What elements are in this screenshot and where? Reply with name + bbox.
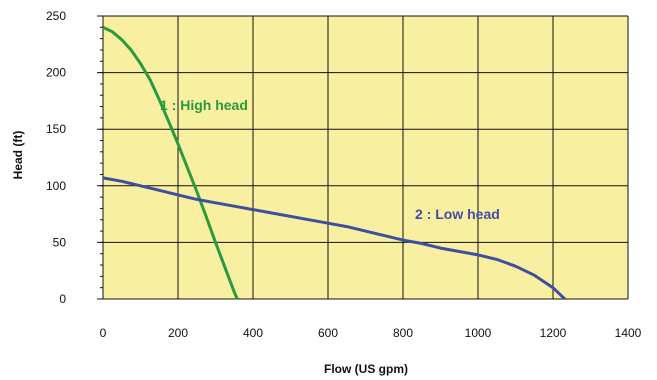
y-tick-label: 250: [46, 9, 66, 23]
series-line-1: [102, 25, 239, 300]
series-line-2: [102, 176, 566, 301]
x-tick-labels: 0 200 400 600 800 1000 1200 1400: [100, 326, 642, 340]
y-minor-ticks: [100, 15, 103, 300]
y-axis-title: Head (ft): [11, 131, 25, 180]
x-axis-title: Flow (US gpm): [324, 362, 408, 376]
series-label-high-head: 1 : High head: [160, 97, 248, 113]
plot-area: [103, 16, 628, 299]
x-tick-label: 1000: [465, 326, 492, 340]
x-tick-label: 0: [100, 326, 107, 340]
x-tick-label: 800: [393, 326, 413, 340]
y-tick-label: 150: [46, 122, 66, 136]
x-tick-label: 400: [243, 326, 263, 340]
y-tick-label: 50: [53, 235, 67, 249]
grid-lines: [97, 15, 629, 300]
y-tick-label: 0: [59, 292, 66, 306]
series-layer: [102, 25, 566, 301]
x-tick-label: 200: [168, 326, 188, 340]
series-label-low-head: 2 : Low head: [415, 206, 500, 222]
x-tick-label: 1200: [540, 326, 567, 340]
x-tick-label: 1400: [615, 326, 642, 340]
y-tick-labels: 0 50 100 150 200 250: [46, 9, 66, 306]
y-tick-label: 200: [46, 66, 66, 80]
x-tick-label: 600: [318, 326, 338, 340]
y-tick-label: 100: [46, 179, 66, 193]
